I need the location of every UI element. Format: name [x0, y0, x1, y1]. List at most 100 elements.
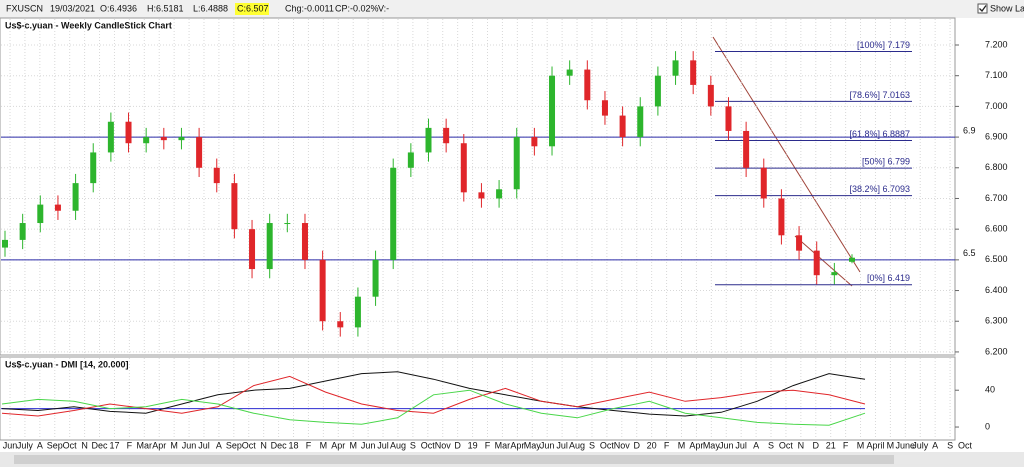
candle-body — [2, 239, 8, 248]
x-tick-label: July — [912, 440, 929, 450]
candle-body — [407, 152, 414, 168]
x-tick-label: M — [349, 440, 357, 450]
y-tick-label: 6.600 — [985, 224, 1008, 234]
x-tick-label: Oct — [779, 440, 794, 450]
x-tick-label: Jun — [3, 440, 18, 450]
y-tick-label: 7.200 — [985, 39, 1008, 49]
y-tick-label: 6.900 — [985, 131, 1008, 141]
x-tick-label: F — [306, 440, 312, 450]
candle-body — [37, 204, 44, 224]
y-tick-label: 6.200 — [985, 346, 1008, 356]
candle-body — [513, 137, 520, 190]
candle-body — [90, 152, 97, 184]
x-tick-label: N — [81, 440, 88, 450]
fib-label: [61.8%] 6.8887 — [849, 129, 910, 139]
change: Chg:-0.0011 — [285, 3, 334, 13]
x-tick-label: Mar — [137, 440, 153, 450]
x-tick-label: Dec — [271, 440, 288, 450]
x-tick-label: Dec — [92, 440, 109, 450]
x-tick-label: D — [633, 440, 640, 450]
candle-body — [443, 127, 450, 144]
x-tick-label: F — [843, 440, 849, 450]
fib-label: [78.6%] 7.0163 — [849, 90, 910, 100]
candle-body — [249, 229, 256, 270]
x-tick-label: 19 — [468, 440, 478, 450]
x-tick-label: May — [524, 440, 542, 450]
candle-body — [160, 137, 167, 141]
candle-body — [796, 235, 803, 251]
x-tick-label: 18 — [289, 440, 299, 450]
change-pct: CP:-0.02% — [335, 3, 379, 13]
low: L:6.4888 — [193, 3, 228, 13]
fib-label: [50%] 6.799 — [862, 156, 910, 166]
x-tick-label: A — [753, 440, 759, 450]
x-tick-label: Jul — [735, 440, 747, 450]
chart-title: Us$-c.yuan - Weekly CandleStick Chart — [5, 20, 172, 30]
candle-body — [849, 257, 855, 262]
x-tick-label: F — [127, 440, 133, 450]
x-tick-label: 21 — [826, 440, 836, 450]
candle-body — [743, 130, 750, 168]
candle-body — [813, 250, 820, 276]
x-tick-label: May — [703, 440, 721, 450]
x-tick-label: April — [866, 440, 884, 450]
candle-body — [54, 204, 61, 211]
show-last-label[interactable]: Show Last — [990, 3, 1024, 13]
channel-line — [712, 36, 861, 273]
y-tick-label: 6.800 — [985, 162, 1008, 172]
candle-body — [143, 137, 150, 144]
x-tick-label: 17 — [109, 440, 119, 450]
x-tick-label: 20 — [647, 440, 657, 450]
x-tick-label: N — [260, 440, 267, 450]
fib-label: [0%] 6.419 — [867, 273, 910, 283]
candle-body — [690, 60, 697, 85]
candle-body — [725, 106, 732, 131]
candle-body — [266, 223, 273, 270]
x-tick-label: S — [410, 440, 416, 450]
candle-body — [354, 296, 361, 328]
high: H:6.5181 — [147, 3, 184, 13]
x-tick-label: Apr — [689, 440, 703, 450]
candle-body — [478, 192, 485, 199]
x-tick-label: A — [932, 440, 938, 450]
x-tick-label: Oct — [600, 440, 615, 450]
y-tick-label: 6.700 — [985, 193, 1008, 203]
close: C:6.507 — [237, 3, 269, 13]
symbol: FXUSCN — [6, 3, 43, 13]
x-tick-label: Jul — [556, 440, 568, 450]
x-tick-label: N — [798, 440, 805, 450]
x-tick-label: A — [216, 440, 222, 450]
candle-body — [372, 259, 379, 297]
scroll-thumb[interactable] — [14, 455, 894, 464]
x-tick-label: D — [454, 440, 461, 450]
candle-body — [72, 183, 79, 211]
fib-label: [100%] 7.179 — [857, 40, 910, 50]
x-tick-label: June — [896, 440, 916, 450]
x-tick-label: A — [37, 440, 43, 450]
candle-body — [637, 106, 644, 138]
x-tick-label: Jun — [719, 440, 734, 450]
y-tick-label: 40 — [985, 385, 995, 395]
candle-body — [19, 223, 26, 240]
candle-body — [601, 100, 608, 116]
y-tick-label: 6.500 — [985, 254, 1008, 264]
channel-line — [794, 235, 853, 287]
candle-body — [619, 115, 626, 138]
show-last-checkbox[interactable] — [977, 3, 988, 14]
x-tick-label: Aug — [390, 440, 406, 450]
x-tick-label: Mar — [495, 440, 511, 450]
dmi-panel — [0, 356, 956, 441]
y-tick-label: 7.000 — [985, 101, 1008, 111]
x-tick-label: M — [887, 440, 895, 450]
y-tick-label: 6.400 — [985, 285, 1008, 295]
x-tick-label: Oct — [958, 440, 973, 450]
x-tick-label: Jun — [361, 440, 376, 450]
x-tick-label: F — [485, 440, 491, 450]
x-tick-label: Oct — [63, 440, 78, 450]
hline-label: 6.5 — [963, 248, 976, 258]
candle-body — [178, 137, 185, 141]
x-tick-label: Nov — [614, 440, 631, 450]
dmi-title: Us$-c.yuan - DMI [14, 20.000] — [5, 359, 129, 369]
y-tick-label: 6.300 — [985, 316, 1008, 326]
